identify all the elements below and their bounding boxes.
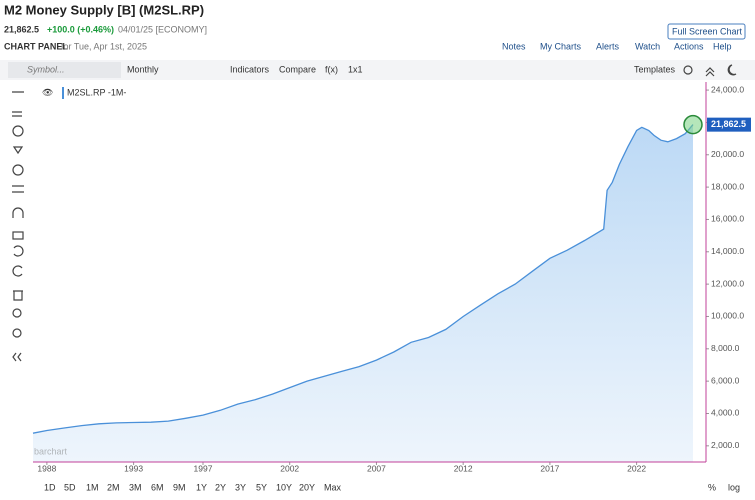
compare[interactable]: Compare — [279, 64, 316, 74]
last-value-box — [707, 117, 751, 132]
layout[interactable]: 1x1 — [348, 64, 363, 74]
collapse-icon[interactable] — [705, 67, 715, 77]
period-button[interactable]: 1D — [44, 482, 56, 492]
x-tick-label: 2012 — [454, 463, 473, 473]
y-tick-label: 8,000.0 — [711, 343, 740, 353]
zoom-in-icon[interactable] — [12, 308, 22, 318]
period-button[interactable]: 2M — [107, 482, 120, 492]
price-date: 04/01/25 [ECONOMY] — [118, 24, 207, 34]
x-tick-label: 2022 — [627, 463, 646, 473]
collapse-sidebar-icon[interactable] — [12, 352, 22, 362]
area-fill — [33, 124, 693, 462]
period-button[interactable]: 1Y — [196, 482, 207, 492]
tool-icon[interactable] — [12, 185, 24, 193]
tool-icon[interactable] — [12, 125, 24, 137]
plot-area — [32, 114, 703, 462]
y-tick-label: 24,000.0 — [711, 84, 744, 94]
tool-icon[interactable] — [12, 164, 24, 176]
last-value-label: 21,862.5 — [711, 119, 746, 129]
magnet-icon[interactable] — [12, 207, 24, 218]
top-link[interactable]: Actions — [674, 41, 704, 51]
fullscreen-button[interactable] — [667, 23, 746, 40]
page-title: M2 Money Supply [B] (M2SL.RP) — [4, 2, 204, 17]
dark-mode-icon[interactable] — [727, 64, 737, 76]
fx[interactable]: f(x) — [325, 64, 338, 74]
tool-icon[interactable] — [12, 146, 24, 155]
period-button[interactable]: 6M — [151, 482, 164, 492]
undo-icon[interactable] — [13, 245, 24, 257]
period-button[interactable]: 9M — [173, 482, 186, 492]
series-line — [32, 124, 694, 434]
y-tick-label: 4,000.0 — [711, 408, 740, 418]
tool-icon[interactable] — [12, 91, 24, 117]
period-button[interactable]: 3Y — [235, 482, 246, 492]
fullscreen-label[interactable]: Full Screen Chart — [672, 26, 743, 36]
legend-eye[interactable]: 👁 — [42, 87, 53, 97]
period-button[interactable]: 10Y — [276, 482, 292, 492]
y-tick-label: 16,000.0 — [711, 214, 744, 224]
redo-icon[interactable] — [12, 265, 23, 277]
x-tick-label: 2017 — [540, 463, 559, 473]
price: 21,862.5 — [4, 24, 39, 34]
top-link[interactable]: Help — [713, 41, 732, 51]
period-button[interactable]: Max — [324, 482, 342, 492]
lock-icon[interactable] — [12, 231, 24, 240]
templates[interactable]: Templates — [634, 64, 676, 74]
top-link[interactable]: Watch — [635, 41, 660, 51]
y-tick-label: 10,000.0 — [711, 311, 744, 321]
x-tick-label: 1988 — [37, 463, 56, 473]
x-tick-label: 2007 — [367, 463, 386, 473]
period-button[interactable]: 2Y — [215, 482, 226, 492]
y-tick-label: 2,000.0 — [711, 440, 740, 450]
symbol-input[interactable]: Symbol... — [27, 64, 65, 74]
top-link[interactable]: My Charts — [540, 41, 582, 51]
x-tick-label: 1997 — [194, 463, 213, 473]
settings-icon[interactable] — [683, 65, 693, 75]
y-tick-label: 14,000.0 — [711, 246, 744, 256]
legend-entry: M2SL.RP -1M- — [67, 87, 126, 97]
interval[interactable]: Monthly — [127, 64, 159, 74]
toolbar — [0, 60, 755, 80]
period-button[interactable]: 20Y — [299, 482, 315, 492]
legend-swatch — [62, 87, 64, 99]
indicators[interactable]: Indicators — [230, 64, 270, 74]
delete-icon[interactable] — [13, 290, 23, 301]
price-change: +100.0 (+0.46%) — [47, 24, 114, 34]
period-button[interactable]: 5Y — [256, 482, 267, 492]
y-tick-label: 20,000.0 — [711, 149, 744, 159]
symbol-box[interactable] — [8, 62, 121, 78]
y-tick-label: 6,000.0 — [711, 375, 740, 385]
highlight-circle — [683, 114, 703, 135]
zoom-out-icon[interactable] — [12, 328, 22, 338]
scale-option[interactable]: % — [708, 482, 716, 492]
period-button[interactable]: 3M — [129, 482, 142, 492]
x-tick-label: 2002 — [280, 463, 299, 473]
top-link[interactable]: Alerts — [596, 41, 620, 51]
scale-option[interactable]: log — [728, 482, 740, 492]
y-tick-label: 18,000.0 — [711, 181, 744, 191]
top-link[interactable]: Notes — [502, 41, 526, 51]
x-tick-label: 1993 — [124, 463, 143, 473]
watermark: barchart — [34, 446, 68, 456]
y-tick-label: 12,000.0 — [711, 278, 744, 288]
sidebar — [12, 91, 24, 362]
panel-label: CHART PANEL — [4, 41, 68, 51]
panel-date: for Tue, Apr 1st, 2025 — [61, 41, 147, 51]
period-button[interactable]: 5D — [64, 482, 76, 492]
period-button[interactable]: 1M — [86, 482, 99, 492]
